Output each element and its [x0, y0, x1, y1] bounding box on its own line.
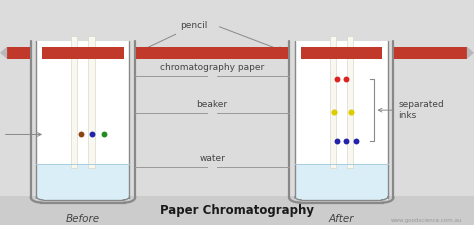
- Bar: [295, 40, 388, 164]
- Point: [347, 110, 355, 114]
- Point: [352, 139, 359, 143]
- Point: [100, 133, 108, 136]
- Bar: [136, 47, 288, 59]
- Text: water: water: [199, 154, 225, 163]
- Bar: [0, 196, 474, 225]
- Point: [330, 110, 338, 114]
- Point: [89, 133, 96, 136]
- Bar: [301, 47, 382, 59]
- Point: [333, 139, 340, 143]
- Text: chromatography paper: chromatography paper: [160, 63, 264, 72]
- Polygon shape: [467, 47, 474, 59]
- Text: ink
mixtures: ink mixtures: [0, 125, 41, 144]
- Text: Paper Chromatography: Paper Chromatography: [160, 204, 314, 217]
- Point: [77, 133, 84, 136]
- Bar: [88, 36, 94, 168]
- Bar: [36, 164, 129, 200]
- Text: beaker: beaker: [197, 100, 228, 109]
- Bar: [71, 36, 78, 168]
- Bar: [36, 40, 129, 164]
- Point: [342, 78, 350, 81]
- Bar: [295, 164, 388, 200]
- Polygon shape: [0, 47, 7, 59]
- Bar: [330, 36, 336, 168]
- Text: pencil: pencil: [139, 21, 207, 52]
- Bar: [42, 47, 124, 59]
- Point: [342, 139, 350, 143]
- Text: www.goodscience.com.au: www.goodscience.com.au: [391, 218, 462, 223]
- Text: Before: Before: [66, 214, 100, 224]
- Point: [333, 78, 340, 81]
- Bar: [346, 36, 353, 168]
- Bar: [394, 47, 467, 59]
- Text: separated
inks: separated inks: [378, 100, 444, 120]
- Text: After: After: [328, 214, 354, 224]
- Bar: [7, 47, 30, 59]
